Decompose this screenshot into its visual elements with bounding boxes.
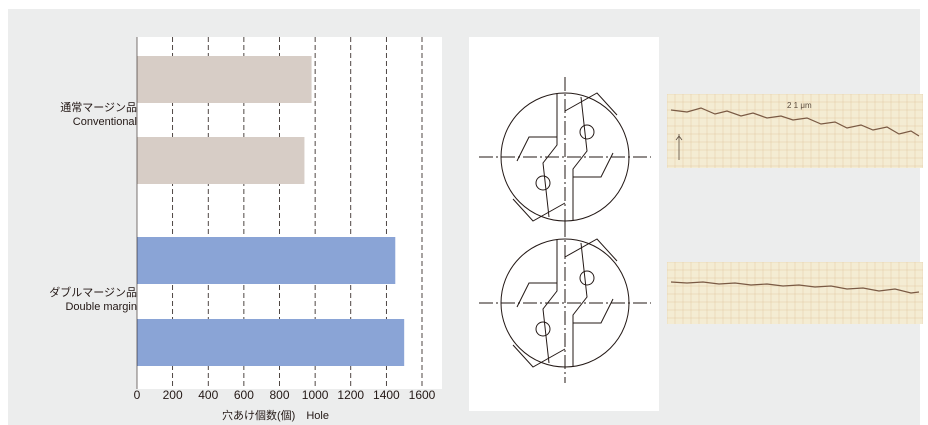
x-tick-label: 800	[269, 388, 289, 402]
x-axis-title: 穴あけ個数(個) Hole	[222, 410, 329, 422]
bar-chart: 0 200 400 600 800 1000 1200 1400 1600	[134, 37, 442, 402]
bar-conventional	[137, 56, 312, 103]
x-tick-label: 0	[134, 388, 141, 402]
x-tick-label: 1200	[337, 388, 364, 402]
bars	[137, 56, 405, 366]
drill-cross-section-box	[469, 37, 659, 411]
trace-scale-label: 2 1 μm	[787, 101, 812, 110]
x-tick-label: 1000	[302, 388, 329, 402]
surface-roughness-trace-double-margin	[667, 262, 923, 324]
drill-cross-section-drawings	[479, 77, 651, 383]
x-tick-label: 1400	[373, 388, 400, 402]
trace-scale-arrow-icon	[675, 134, 683, 160]
bar-conventional	[137, 137, 305, 184]
category-label-double-en: Double margin	[65, 301, 137, 313]
drill-section-conventional	[479, 77, 651, 237]
x-tick-label: 1600	[409, 388, 436, 402]
drill-section-double-margin	[479, 223, 651, 383]
x-tick-labels: 0 200 400 600 800 1000 1200 1400 1600	[134, 388, 436, 402]
category-label-conventional-en: Conventional	[72, 116, 137, 128]
surface-roughness-trace-conventional: 2 1 μm	[667, 94, 923, 168]
category-label-conventional-ja: 通常マージン品	[60, 102, 137, 114]
x-tick-label: 600	[234, 388, 254, 402]
category-label-conventional: 通常マージン品 Conventional	[60, 101, 137, 129]
bar-double-margin	[137, 319, 405, 366]
bar-double-margin	[137, 237, 396, 284]
category-label-double: ダブルマージン品 Double margin	[49, 286, 137, 314]
x-tick-label: 200	[163, 388, 183, 402]
category-label-double-ja: ダブルマージン品	[49, 287, 137, 299]
x-tick-label: 400	[198, 388, 218, 402]
